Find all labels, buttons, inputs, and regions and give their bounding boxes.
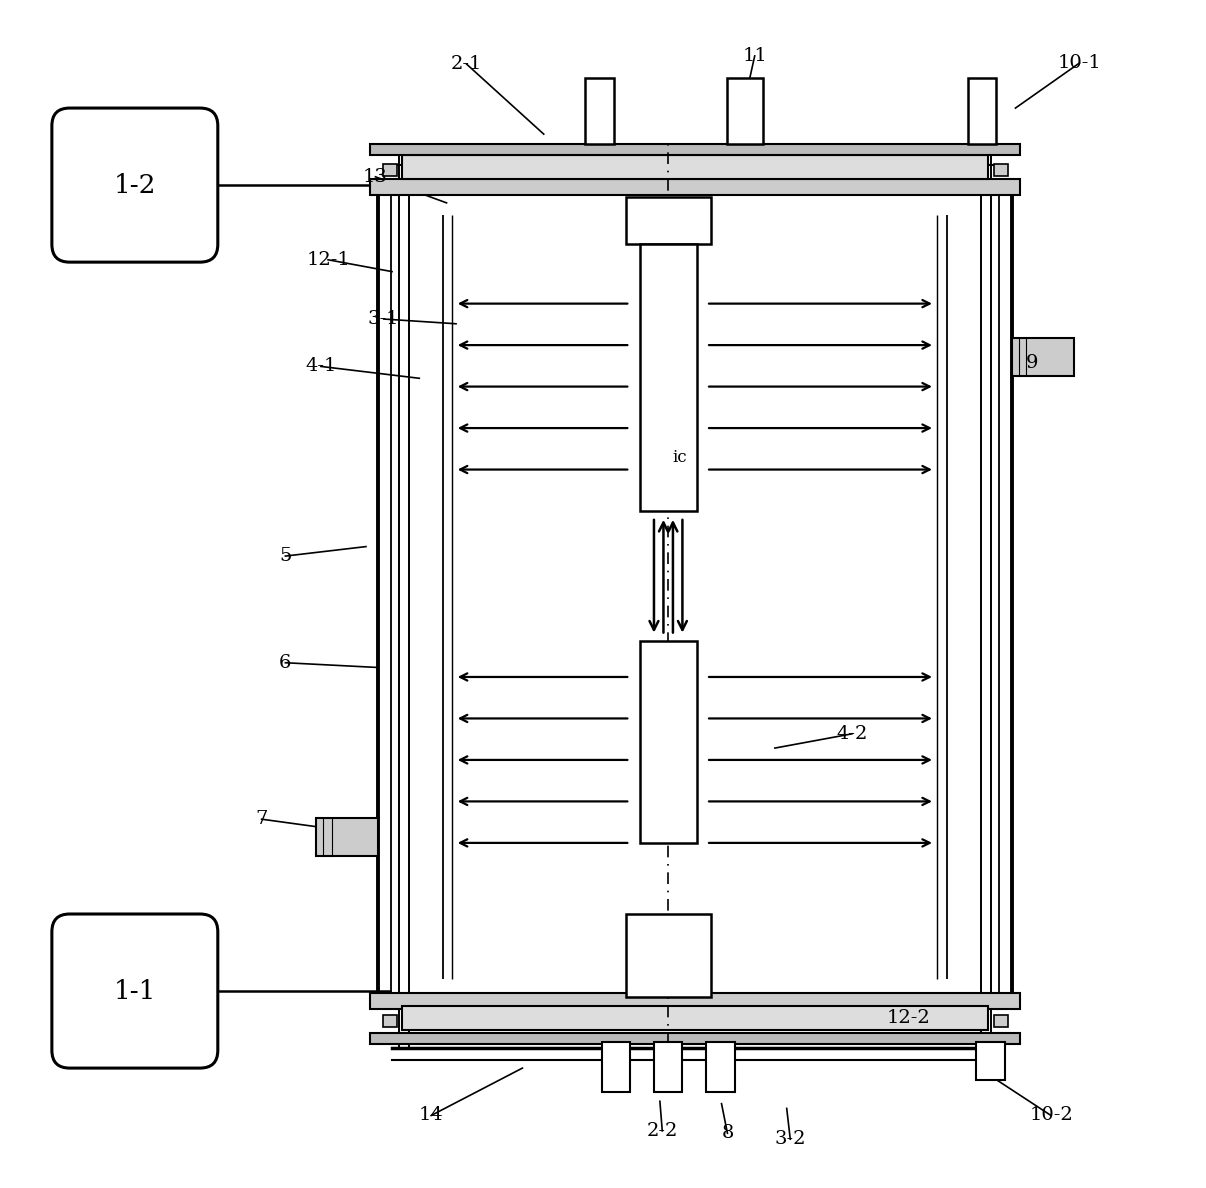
Bar — [382, 164, 397, 176]
Bar — [369, 1032, 1020, 1044]
Bar — [639, 642, 697, 843]
Text: 10-1: 10-1 — [1058, 53, 1101, 72]
Bar — [382, 1015, 397, 1026]
Text: 6: 6 — [279, 653, 292, 671]
Text: 10-2: 10-2 — [1029, 1106, 1073, 1125]
Bar — [369, 993, 1020, 1009]
Bar — [602, 1042, 631, 1092]
Bar — [369, 144, 1020, 156]
Text: 13: 13 — [363, 168, 388, 185]
Bar — [585, 78, 614, 144]
Text: 1-2: 1-2 — [113, 172, 156, 197]
Text: 2-1: 2-1 — [451, 55, 482, 74]
Text: 1-1: 1-1 — [113, 979, 156, 1004]
Text: 14: 14 — [418, 1106, 444, 1125]
Bar — [402, 156, 988, 179]
Bar — [994, 1015, 1008, 1026]
Bar — [316, 819, 377, 855]
Bar — [727, 78, 763, 144]
Bar — [369, 179, 1020, 195]
Text: 4-2: 4-2 — [836, 725, 867, 742]
Text: 11: 11 — [743, 46, 767, 65]
Bar — [402, 1006, 988, 1030]
Text: 9: 9 — [1026, 354, 1038, 372]
FancyBboxPatch shape — [52, 108, 218, 263]
Text: 3-1: 3-1 — [368, 310, 399, 328]
Bar — [707, 1042, 734, 1092]
Bar — [994, 164, 1008, 176]
Bar — [1012, 339, 1073, 375]
Text: 12-2: 12-2 — [886, 1010, 931, 1028]
Text: 2-2: 2-2 — [646, 1121, 678, 1140]
Bar — [654, 1042, 683, 1092]
Bar — [626, 197, 710, 245]
Bar — [626, 914, 710, 997]
Text: 12-1: 12-1 — [306, 251, 350, 268]
Bar — [977, 1042, 1005, 1080]
Bar — [968, 78, 996, 144]
Text: 5: 5 — [279, 546, 292, 565]
Text: ic: ic — [673, 449, 687, 466]
Text: 3-2: 3-2 — [774, 1130, 806, 1149]
Text: 8: 8 — [721, 1124, 733, 1143]
Text: 4-1: 4-1 — [305, 358, 336, 375]
Bar — [639, 245, 697, 511]
Text: 7: 7 — [256, 810, 268, 828]
FancyBboxPatch shape — [52, 914, 218, 1068]
